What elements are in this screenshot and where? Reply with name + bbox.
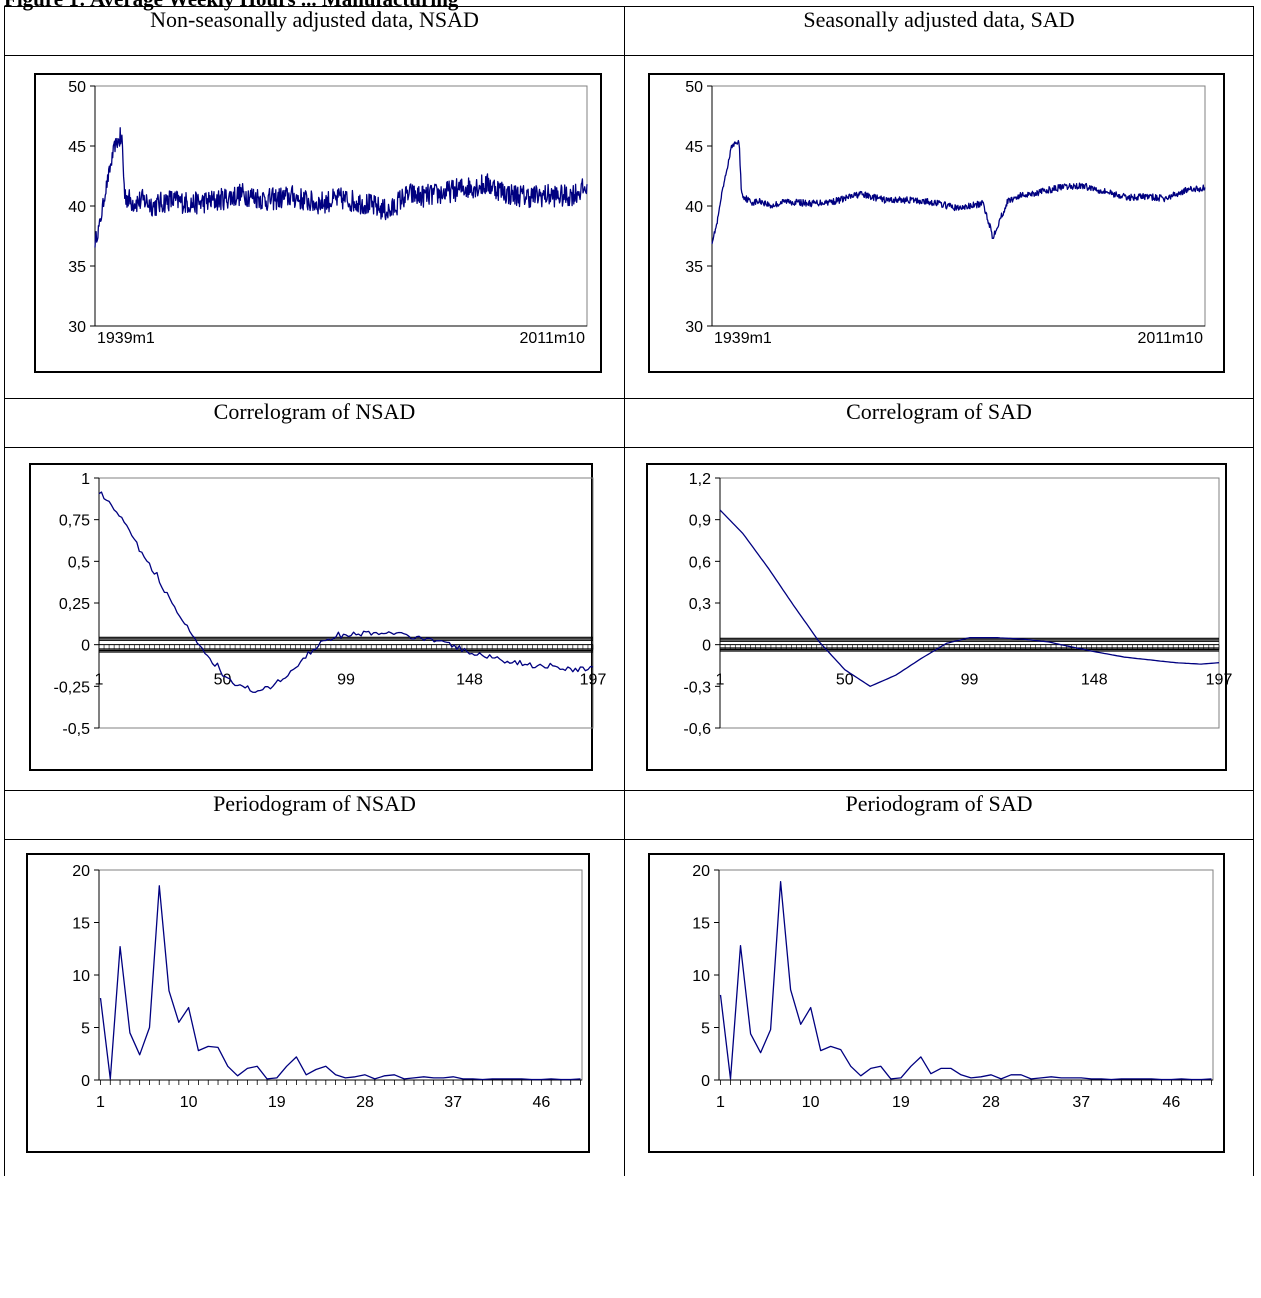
y-tick-label: 45: [68, 139, 86, 156]
y-tick-label: 45: [685, 139, 703, 156]
chart-frame: [648, 853, 1225, 1153]
cell-chart-nsad: 30 35 40 45 50 1939m1 2011m10: [4, 55, 625, 399]
y-tick-label: 30: [685, 319, 703, 336]
y-tick-label: 15: [72, 916, 90, 933]
figure-grid: Non-seasonally adjusted data, NSAD Seaso…: [4, 6, 1254, 1176]
y-tick-label: 5: [81, 1021, 90, 1038]
x-tick-label: 19: [892, 1094, 910, 1111]
chart-frame: [34, 73, 602, 373]
plot-area: [98, 869, 583, 1081]
caption-periodogram-nsad: Periodogram of NSAD: [4, 790, 625, 840]
cell-periodogram-nsad: 0 5 10 15 20 1 10 19 28 37 46: [4, 839, 625, 1176]
y-tick-label: 20: [72, 863, 90, 880]
figure-heading: Figure 1: Average Weekly Hours ... Manuf…: [4, 0, 1261, 11]
x-tick-label: 99: [961, 672, 979, 689]
y-tick-label: 10: [692, 968, 710, 985]
y-tick-label: -0,6: [683, 721, 711, 738]
y-tick-label: 0: [702, 638, 711, 655]
y-tick-label: 40: [685, 199, 703, 216]
y-tick-label: 0: [701, 1073, 710, 1090]
y-tick-label: 50: [68, 79, 86, 96]
x-tick-label: 1: [716, 1094, 725, 1111]
y-tick-label: 0,9: [689, 513, 711, 530]
x-tick-label: 28: [982, 1094, 1000, 1111]
y-tick-label: 0,6: [689, 554, 711, 571]
caption-periodogram-sad: Periodogram of SAD: [624, 790, 1254, 840]
x-tick-label: 37: [1072, 1094, 1090, 1111]
caption-nsad: Non-seasonally adjusted data, NSAD: [4, 6, 625, 56]
y-tick-label: 1: [81, 471, 90, 488]
chart-frame: [26, 853, 590, 1153]
x-tick-label: 1: [95, 672, 104, 689]
y-tick-label: 0,5: [68, 554, 90, 571]
x-tick-label: 10: [180, 1094, 198, 1111]
caption-correlogram-nsad: Correlogram of NSAD: [4, 398, 625, 448]
x-tick-label: 10: [802, 1094, 820, 1111]
chart-nsad: 30 35 40 45 50 1939m1 2011m10: [34, 73, 602, 373]
series-line: [99, 885, 581, 1081]
plot-area: [718, 869, 1214, 1081]
x-tick-label: 197: [580, 672, 607, 689]
series-line: [98, 491, 594, 693]
plot-area: [98, 477, 594, 729]
cell-periodogram-sad: 0 5 10 15 20 1 10 19 28 37 46: [624, 839, 1254, 1176]
caption-sad: Seasonally adjusted data, SAD: [624, 6, 1254, 56]
x-tick-label: 46: [532, 1094, 550, 1111]
y-tick-label: -0,3: [683, 679, 711, 696]
x-tick-label: 148: [1081, 672, 1108, 689]
x-tick-label-start: 1939m1: [714, 330, 772, 347]
correlogram-nsad-chart: -0,5 -0,25 0 0,25 0,5 0,75 1 1 50 99 148 197: [29, 463, 607, 771]
y-tick-label: 0: [81, 1073, 90, 1090]
series-line: [711, 139, 1206, 245]
series-line: [719, 880, 1212, 1081]
y-tick-label: 40: [68, 199, 86, 216]
x-tick-label: 197: [1206, 672, 1233, 689]
periodogram-nsad-chart: 0 5 10 15 20 1 10 19 28 37 46: [26, 853, 590, 1153]
y-tick-label: -0,25: [54, 679, 91, 696]
y-tick-label: 1,2: [689, 471, 711, 488]
plot-area: [719, 477, 1220, 729]
y-tick-label: 50: [685, 79, 703, 96]
x-tick-label-start: 1939m1: [97, 330, 155, 347]
series-line: [94, 127, 588, 248]
chart-frame: [646, 463, 1227, 771]
y-tick-label: 0,3: [689, 596, 711, 613]
chart-sad: 30 35 40 45 50 1939m1 2011m10: [648, 73, 1225, 373]
x-tick-label: 1: [716, 672, 725, 689]
cell-correlogram-sad: -0,6 -0,3 0 0,3 0,6 0,9 1,2 1 50 99 148 197: [624, 447, 1254, 791]
x-tick-label: 46: [1163, 1094, 1181, 1111]
y-tick-label: 0: [81, 638, 90, 655]
correlogram-sad-chart: -0,6 -0,3 0 0,3 0,6 0,9 1,2 1 50 99 148 197: [646, 463, 1233, 771]
chart-frame: [648, 73, 1225, 373]
x-tick-label: 28: [356, 1094, 374, 1111]
x-tick-label: 50: [214, 672, 232, 689]
y-tick-label: 10: [72, 968, 90, 985]
x-tick-label: 37: [444, 1094, 462, 1111]
y-tick-label: 0,25: [59, 596, 90, 613]
y-tick-label: 0,75: [59, 513, 90, 530]
x-tick-label: 19: [268, 1094, 286, 1111]
chart-frame: [29, 463, 593, 771]
y-tick-label: -0,5: [62, 721, 90, 738]
y-tick-label: 30: [68, 319, 86, 336]
cell-chart-sad: 30 35 40 45 50 1939m1 2011m10: [624, 55, 1254, 399]
x-tick-label: 1: [96, 1094, 105, 1111]
y-tick-label: 15: [692, 916, 710, 933]
cell-correlogram-nsad: -0,5 -0,25 0 0,25 0,5 0,75 1 1 50 99 148 197: [4, 447, 625, 791]
x-tick-label-end: 2011m10: [1137, 330, 1203, 347]
x-tick-label: 50: [836, 672, 854, 689]
y-tick-label: 20: [692, 863, 710, 880]
x-tick-label: 99: [337, 672, 355, 689]
y-tick-label: 5: [701, 1021, 710, 1038]
periodogram-sad-chart: 0 5 10 15 20 1 10 19 28 37 46: [648, 853, 1225, 1153]
y-tick-label: 35: [68, 259, 86, 276]
x-tick-label: 148: [456, 672, 483, 689]
caption-correlogram-sad: Correlogram of SAD: [624, 398, 1254, 448]
x-tick-label-end: 2011m10: [519, 330, 585, 347]
y-tick-label: 35: [685, 259, 703, 276]
series-line: [719, 509, 1220, 687]
